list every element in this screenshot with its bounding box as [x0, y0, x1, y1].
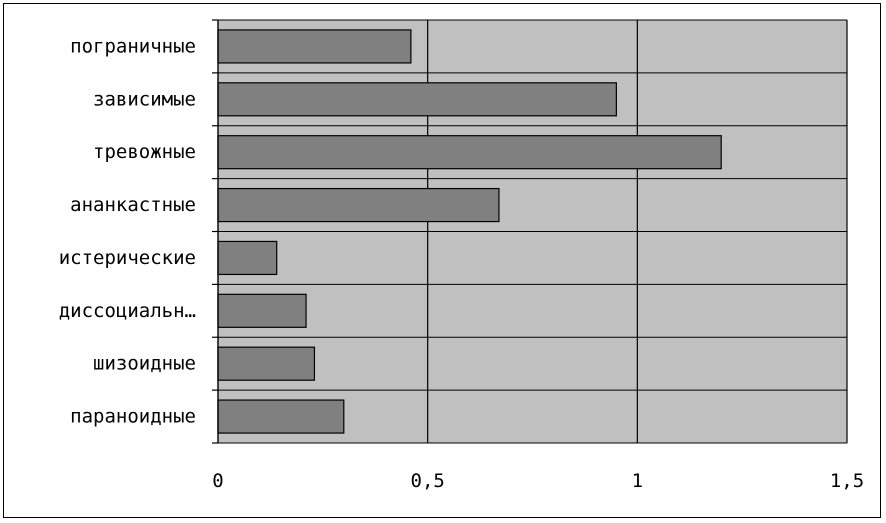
bar-5	[217, 240, 278, 276]
category-label-4: ананкастные	[70, 194, 196, 216]
y-axis-ticks	[212, 19, 218, 444]
bar-3	[217, 135, 722, 170]
category-label-2: зависимые	[93, 88, 196, 110]
bar-8	[217, 399, 345, 434]
bars	[217, 29, 722, 434]
bar-2	[217, 82, 617, 117]
x-tick-label-1: 0,5	[411, 470, 445, 492]
grid-lines	[218, 19, 848, 444]
bar-6	[217, 293, 307, 328]
category-label-8: параноидные	[70, 406, 196, 428]
bar-4	[217, 187, 500, 223]
category-label-3: тревожные	[93, 141, 196, 163]
category-label-6: диссоциальн…	[59, 300, 196, 322]
category-label-7: шизоидные	[93, 353, 196, 375]
category-labels: пограничные зависимые тревожные ананкастные…	[59, 35, 196, 427]
category-label-1: пограничные	[70, 35, 196, 57]
x-tick-labels: 0 0,5 1 1,5	[212, 470, 864, 492]
category-label-5: истерические	[59, 247, 196, 269]
x-tick-label-2: 1	[632, 470, 643, 492]
x-tick-label-0: 0	[212, 470, 223, 492]
bar-7	[217, 346, 316, 381]
bar-1	[217, 29, 412, 64]
x-tick-label-3: 1,5	[830, 470, 864, 492]
